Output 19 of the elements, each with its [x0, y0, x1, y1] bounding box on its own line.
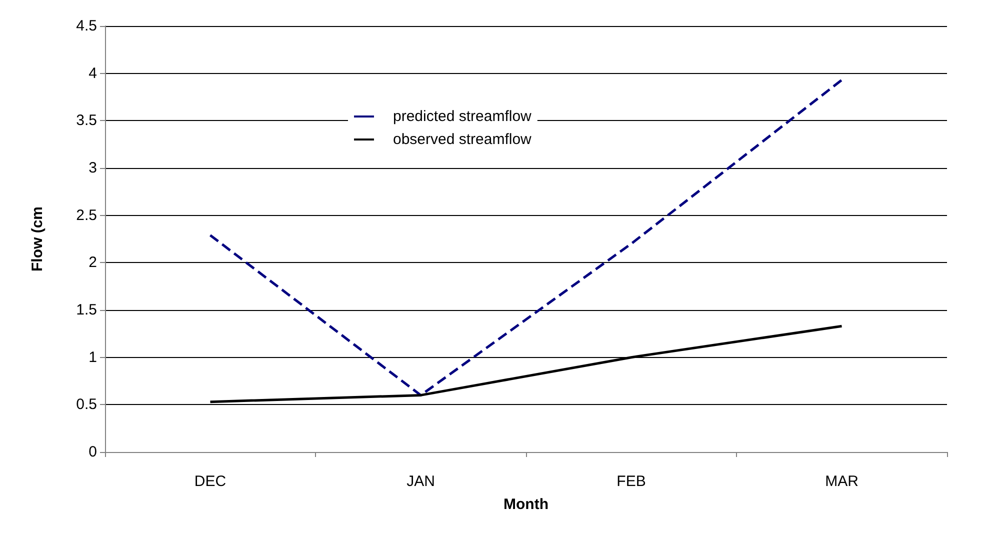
y-tick-label: 2.5	[76, 206, 97, 224]
line-series	[209, 78, 843, 396]
y-tick-label: 1	[88, 348, 97, 366]
y-tick-label: 3	[88, 160, 97, 176]
legend-label: observed streamflow	[393, 131, 532, 148]
y-tick-label: 3.5	[76, 112, 97, 130]
y-tick-label: 0	[88, 444, 97, 460]
x-axis-title: Month	[504, 496, 548, 513]
x-tick-label: FEB	[616, 473, 646, 490]
x-tick-label: MAR	[825, 473, 859, 490]
y-tick-label: 4	[88, 64, 97, 82]
y-tick-label: 4.5	[76, 18, 97, 34]
y-axis-title: Flow (cm	[29, 206, 46, 272]
x-tick-label: JAN	[406, 473, 435, 490]
y-tick-label: 1.5	[76, 302, 97, 318]
y-tick-label: 0.5	[76, 396, 97, 414]
legend-label: predicted streamflow	[393, 108, 532, 125]
y-tick-label: 2	[88, 254, 97, 272]
x-tick-label: DEC	[194, 473, 226, 490]
